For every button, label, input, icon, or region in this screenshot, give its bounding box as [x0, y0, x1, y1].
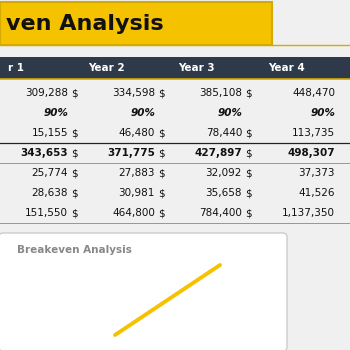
Text: 32,092: 32,092 [206, 168, 242, 178]
Text: $: $ [158, 188, 164, 198]
Text: 784,400: 784,400 [199, 208, 242, 218]
Text: 334,598: 334,598 [112, 88, 155, 98]
Text: $: $ [71, 188, 78, 198]
Text: $: $ [245, 148, 252, 158]
Text: 28,638: 28,638 [32, 188, 68, 198]
Text: $: $ [245, 88, 252, 98]
Text: $: $ [71, 148, 78, 158]
Text: $: $ [158, 208, 164, 218]
FancyBboxPatch shape [0, 233, 287, 350]
Text: Year 4: Year 4 [268, 63, 305, 73]
Text: 343,653: 343,653 [20, 148, 68, 158]
Text: $: $ [71, 128, 78, 138]
Text: $: $ [158, 88, 164, 98]
Text: 90%: 90% [130, 108, 155, 118]
Text: 37,373: 37,373 [299, 168, 335, 178]
Text: ven Analysis: ven Analysis [6, 14, 164, 34]
Text: $: $ [245, 168, 252, 178]
Text: r 1: r 1 [8, 63, 24, 73]
Text: $: $ [71, 208, 78, 218]
Text: 25,774: 25,774 [32, 168, 68, 178]
Text: Breakeven Analysis: Breakeven Analysis [17, 245, 132, 255]
Text: $: $ [158, 128, 164, 138]
Text: 90%: 90% [217, 108, 242, 118]
Text: 90%: 90% [43, 108, 68, 118]
Text: 427,897: 427,897 [194, 148, 242, 158]
Text: 113,735: 113,735 [292, 128, 335, 138]
Text: 385,108: 385,108 [199, 88, 242, 98]
Text: $: $ [71, 88, 78, 98]
Text: 41,526: 41,526 [299, 188, 335, 198]
Text: 30,981: 30,981 [119, 188, 155, 198]
Text: 15,155: 15,155 [32, 128, 68, 138]
Text: 151,550: 151,550 [25, 208, 68, 218]
Text: 27,883: 27,883 [119, 168, 155, 178]
Text: $: $ [245, 188, 252, 198]
Text: 90%: 90% [310, 108, 335, 118]
Text: $: $ [158, 168, 164, 178]
Text: 448,470: 448,470 [292, 88, 335, 98]
Bar [0, 2, 272, 45]
Text: 464,800: 464,800 [112, 208, 155, 218]
Text: $: $ [245, 128, 252, 138]
Text: $: $ [71, 168, 78, 178]
Text: Year 3: Year 3 [178, 63, 215, 73]
Text: $: $ [245, 208, 252, 218]
Text: 35,658: 35,658 [205, 188, 242, 198]
Bar [0, 57, 350, 79]
Text: 498,307: 498,307 [287, 148, 335, 158]
Text: 46,480: 46,480 [119, 128, 155, 138]
Text: 309,288: 309,288 [25, 88, 68, 98]
Text: Year 2: Year 2 [88, 63, 125, 73]
Text: 1,137,350: 1,137,350 [282, 208, 335, 218]
Text: 371,775: 371,775 [107, 148, 155, 158]
Text: $: $ [158, 148, 164, 158]
Text: 78,440: 78,440 [206, 128, 242, 138]
